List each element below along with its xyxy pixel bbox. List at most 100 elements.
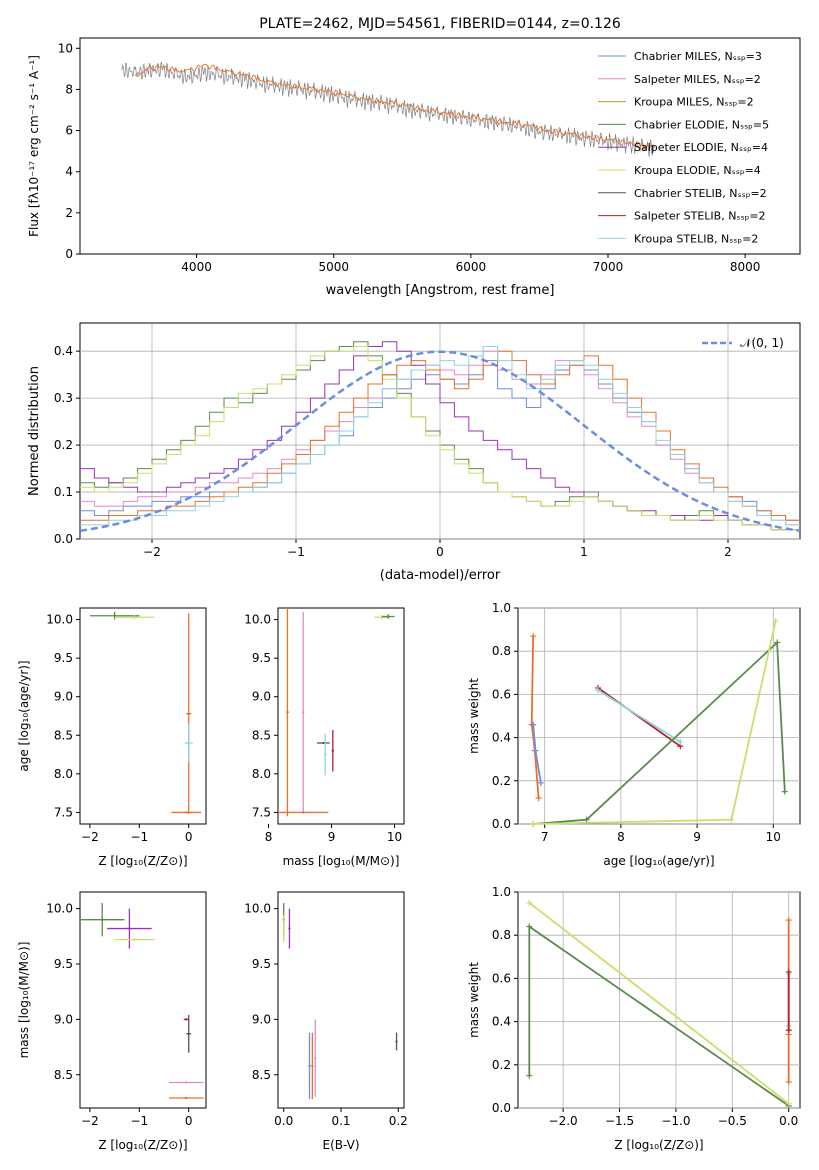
spectrum-lines (120, 61, 656, 157)
weight-z-xlabel: Z [log₁₀(Z/Z⊙)] (614, 1138, 703, 1152)
mass-z-ylabel: mass [log₁₀(M/M⊙)] (17, 942, 31, 1059)
y-tick-label: 9.0 (54, 690, 73, 704)
x-tick-label: −1.5 (605, 1114, 634, 1128)
mass-z-xlabel: Z [log₁₀(Z/Z⊙)] (98, 1138, 187, 1152)
y-tick-label: 0 (65, 247, 73, 261)
mass-weight-marker (774, 639, 781, 646)
y-tick-label: 9.5 (54, 651, 73, 665)
x-tick-label: −2.0 (549, 1114, 578, 1128)
residual-plot-area: −2 −1 0 1 2 0.0 0.1 0.2 0.3 0.4 (54, 323, 800, 559)
y-tick-label: 9.0 (54, 1012, 73, 1026)
weight-z-ylabel: mass weight (467, 962, 481, 1038)
y-tick-label: 0.6 (492, 687, 511, 701)
y-tick-label: 6 (65, 124, 73, 138)
y-tick-label: 10.0 (46, 902, 73, 916)
weight-age-ylabel: mass weight (467, 678, 481, 754)
residual-ylabel: Normed distribution (27, 366, 42, 496)
mass-weight-marker (677, 738, 684, 745)
spectrum-plot-area: 4000 5000 6000 7000 8000 0 2 4 6 8 10 (58, 41, 761, 274)
residual-xlabel: (data-model)/error (380, 568, 501, 583)
x-tick-label: −1 (130, 1114, 148, 1128)
age-mass-xlabel: mass [log₁₀(M/M⊙)] (283, 854, 400, 868)
y-tick-label: 0.4 (54, 344, 73, 358)
y-tick-label: 0.0 (492, 1101, 511, 1115)
legend-label: Chabrier ELODIE, Nₛₛₚ=5 (634, 118, 769, 131)
x-tick-label: 6000 (456, 260, 487, 274)
y-tick-label: 0.2 (492, 774, 511, 788)
x-tick-label: 0 (185, 1114, 193, 1128)
y-tick-label: 0.4 (492, 731, 511, 745)
data-point (288, 927, 291, 930)
mass-weight-marker (530, 721, 537, 728)
mass-weight-marker (785, 1079, 792, 1086)
y-tick-label: 0.8 (492, 928, 511, 942)
legend-label: Salpeter STELIB, Nₛₛₚ=2 (634, 210, 766, 223)
y-tick-label: 1.0 (492, 885, 511, 899)
x-tick-label: 0 (436, 545, 444, 559)
mass-weight-line (528, 924, 790, 1107)
age-z-ylabel: age [log₁₀(age/yr)] (17, 660, 31, 771)
y-tick-label: 9.5 (54, 957, 73, 971)
mass-z-frame (79, 891, 207, 1109)
x-tick-label: 9 (693, 830, 701, 844)
spectrum-title: PLATE=2462, MJD=54561, FIBERID=0144, z=0… (259, 16, 621, 32)
mass-weight-marker (583, 816, 590, 823)
legend-label: Kroupa MILES, Nₛₛₚ=2 (634, 96, 754, 109)
mass-weight-line (533, 640, 786, 825)
mass-weight-marker (537, 779, 544, 786)
data-point (185, 811, 188, 814)
mass-weight-marker (785, 917, 792, 924)
data-point (302, 710, 305, 714)
data-point (133, 616, 136, 619)
y-tick-label: 0.6 (492, 971, 511, 985)
data-point (387, 615, 390, 618)
data-point (133, 938, 136, 941)
y-tick-label: 8.0 (54, 767, 73, 781)
x-tick-label: 4000 (181, 260, 212, 274)
mass-ebv-plot-area: 0.0 0.1 0.2 8.5 9.0 9.5 10.0 (244, 902, 408, 1128)
model-spectrum-line (134, 63, 655, 149)
mass-weight-marker (535, 795, 542, 802)
y-tick-label: 8.5 (252, 728, 271, 742)
age-mass-plot-area: 8 9 10 7.5 8.0 8.5 9.0 9.5 10.0 (244, 608, 402, 844)
y-tick-label: 0.2 (54, 438, 73, 452)
mass-weight-marker (781, 788, 788, 795)
legend-label: Salpeter MILES, Nₛₛₚ=2 (634, 73, 761, 86)
data-point (395, 1040, 398, 1043)
data-point (185, 1096, 188, 1100)
gaussian-reference-curve (80, 350, 800, 533)
x-tick-label: −2 (143, 545, 161, 559)
data-point (187, 1032, 190, 1035)
weight-vs-z-panel: −2.0 −1.5 −1.0 −0.5 0.0 0.0 0.2 0.4 0.6 0.8 1.0 Z … (467, 885, 801, 1152)
data-point (101, 918, 104, 921)
y-tick-label: 8.5 (54, 728, 73, 742)
x-tick-label: −0.5 (718, 1114, 747, 1128)
y-tick-label: 0.3 (54, 391, 73, 405)
data-point (113, 614, 116, 617)
mass-ebv-xlabel: E(B-V) (322, 1138, 359, 1152)
legend-label: Chabrier STELIB, Nₛₛₚ=2 (634, 187, 767, 200)
age-z-frame (79, 607, 207, 825)
x-tick-label: 10 (387, 830, 402, 844)
x-tick-label: 9 (328, 830, 336, 844)
mass-weight-marker (785, 1100, 792, 1107)
y-tick-label: 8.5 (252, 1068, 271, 1082)
y-tick-label: 0.0 (54, 532, 73, 546)
age-vs-z-panel: −2 −1 0 7.5 8.0 8.5 9.0 9.5 10.0 Z [log₁₀(Z/Z⊙)]… (17, 607, 207, 868)
y-tick-label: 8 (65, 82, 73, 96)
mass-ebv-frame (277, 891, 405, 1109)
weight-z-plot-area: −2.0 −1.5 −1.0 −0.5 0.0 0.0 0.2 0.4 0.6 0.8 1.0 (492, 885, 800, 1128)
y-tick-label: 10 (58, 41, 73, 55)
y-tick-label: 7.5 (252, 805, 271, 819)
y-tick-label: 0.1 (54, 485, 73, 499)
histogram-step-line (80, 346, 800, 526)
histogram-step-line (80, 346, 800, 531)
y-tick-label: 9.5 (252, 957, 271, 971)
mass-weight-marker (785, 1027, 792, 1034)
weight-age-plot-area: 7 8 9 10 0.0 0.2 0.4 0.6 0.8 1.0 (492, 601, 800, 844)
legend-label: Kroupa STELIB, Nₛₛₚ=2 (634, 232, 758, 245)
spectrum-legend: Chabrier MILES, Nₛₛₚ=3 Salpeter MILES, Nₛ… (598, 50, 769, 245)
data-point (302, 811, 305, 814)
x-tick-label: 0 (185, 830, 193, 844)
mass-weight-marker (526, 1072, 533, 1079)
